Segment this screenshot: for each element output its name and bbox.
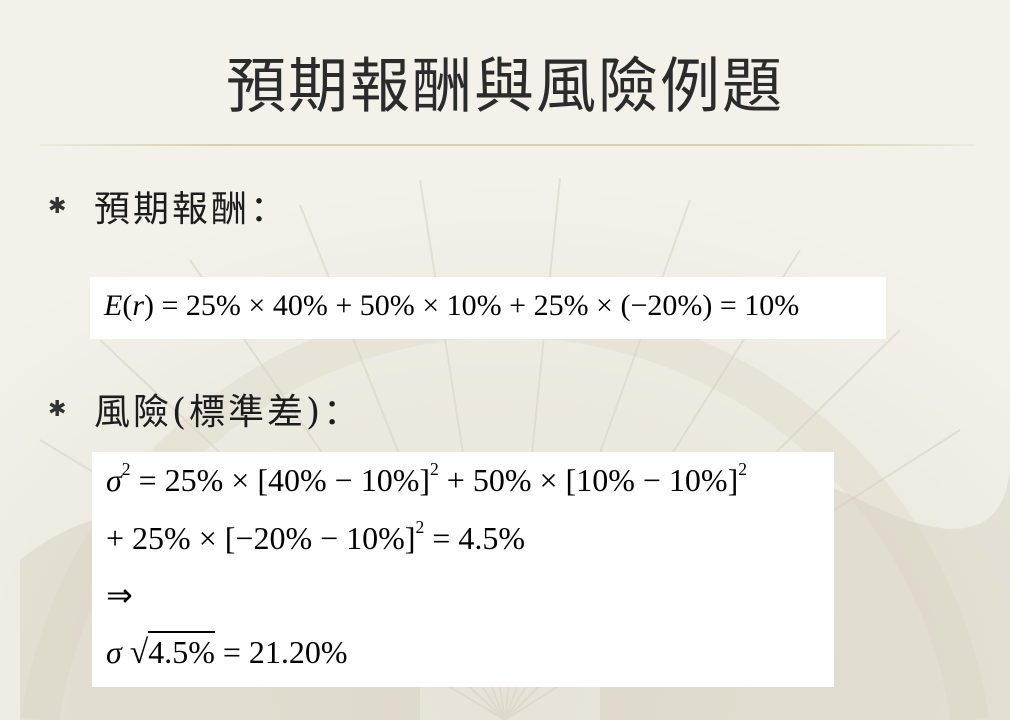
formula-text: = 25% × [40% − 10%] [130,462,430,498]
formula-var-e: E [104,289,123,322]
formula-line-4: σ √4.5% = 21.20% [106,631,348,672]
title-divider [40,144,975,146]
formula-line-1: σ2 = 25% × [40% − 10%]2 + 50% × [10% − 1… [106,459,748,499]
risk-formula: σ2 = 25% × [40% − 10%]2 + 50% × [10% − 1… [92,452,834,687]
formula-implies-arrow: ⇒ [106,577,133,613]
formula-line-2: + 25% × [−20% − 10%]2 = 4.5% [106,517,525,557]
square-root: √4.5% [129,631,215,672]
formula-sigma: σ [106,462,122,498]
sqrt-sign-icon: √ [129,634,149,671]
formula-line: E(r) = 25% × 40% + 50% × 10% + 25% × (−2… [104,289,799,323]
expected-return-formula: E(r) = 25% × 40% + 50% × 10% + 25% × (−2… [90,277,886,339]
formula-paren-close: ) [144,289,155,322]
formula-sigma: σ [106,634,122,670]
page-title: 預期報酬與風險例題 [226,52,784,122]
formula-text: + 25% × [−20% − 10%] [106,520,416,556]
formula-rhs: = 25% × 40% + 50% × 10% + 25% × (−20%) =… [154,289,800,322]
formula-paren-open: ( [122,289,133,322]
formula-text: + 50% × [10% − 10%] [438,462,739,498]
formula-exponent: 2 [121,459,131,480]
formula-exponent: 2 [415,517,425,538]
formula-text: = 4.5% [424,520,525,556]
sqrt-argument: 4.5% [148,631,215,670]
bullet-label: 風險(標準差)： [94,392,363,433]
bullet-label: 預期報酬： [94,189,290,230]
formula-exponent: 2 [738,459,748,480]
bullet-asterisk-icon: ✱ [48,194,67,219]
bullet-asterisk-icon: ✱ [48,397,67,422]
formula-var-r: r [132,289,145,322]
formula-result: = 21.20% [214,634,348,670]
formula-exponent: 2 [430,459,439,480]
